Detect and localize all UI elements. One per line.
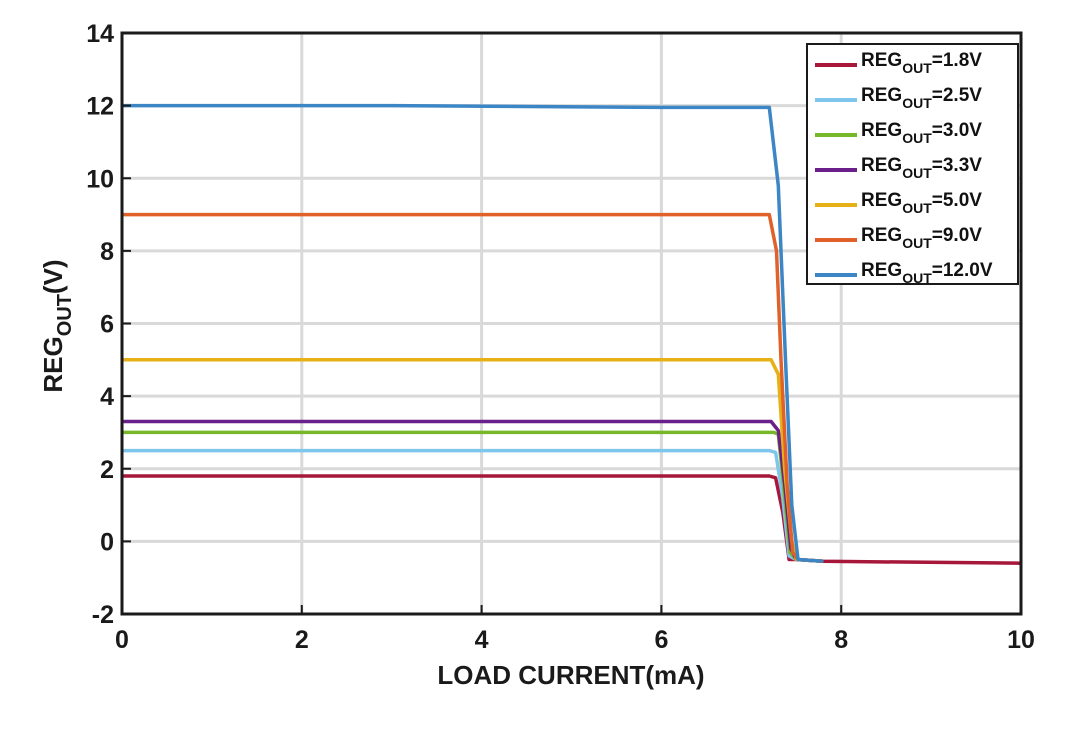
series-line bbox=[122, 103, 824, 564]
y-axis-label-main: REG bbox=[38, 336, 68, 392]
legend-entry: REGOUT=2.5V bbox=[861, 85, 982, 111]
y-axis-label-suffix: (V) bbox=[38, 259, 68, 294]
x-tick-label: 0 bbox=[115, 626, 129, 654]
x-tick-label: 6 bbox=[654, 626, 668, 654]
y-tick-label: 12 bbox=[86, 93, 114, 121]
legend-entry: REGOUT=9.0V bbox=[861, 225, 982, 251]
legend-entry: REGOUT=3.3V bbox=[861, 155, 982, 181]
x-tick-label: 8 bbox=[834, 626, 848, 654]
legend-entry: REGOUT=3.0V bbox=[861, 120, 982, 146]
y-tick-label: -2 bbox=[92, 601, 114, 629]
x-tick-label: 4 bbox=[475, 626, 489, 654]
x-tick-label: 10 bbox=[1007, 626, 1035, 654]
y-tick-label: 6 bbox=[100, 311, 114, 339]
y-axis-label-sub: OUT bbox=[54, 294, 76, 336]
y-tick-label: 8 bbox=[100, 238, 114, 266]
y-tick-label: 4 bbox=[100, 383, 114, 411]
legend-entry: REGOUT=1.8V bbox=[861, 50, 982, 76]
y-tick-label: 0 bbox=[100, 528, 114, 556]
y-axis-label: REGOUT(V) bbox=[38, 259, 76, 392]
y-tick-label: 2 bbox=[100, 456, 114, 484]
y-tick-label: 14 bbox=[86, 20, 114, 48]
legend: REGOUT=1.8V REGOUT=2.5V REGOUT=3.0V REGOUT=… bbox=[806, 43, 1019, 286]
y-tick-label: 10 bbox=[86, 165, 114, 193]
x-axis-label: LOAD CURRENT(mA) bbox=[437, 660, 704, 690]
legend-box bbox=[806, 43, 1019, 285]
x-tick-label: 2 bbox=[295, 626, 309, 654]
series-lines bbox=[122, 103, 1022, 565]
legend-entry: REGOUT=12.0V bbox=[861, 260, 993, 286]
legend-entry: REGOUT=5.0V bbox=[861, 190, 982, 216]
